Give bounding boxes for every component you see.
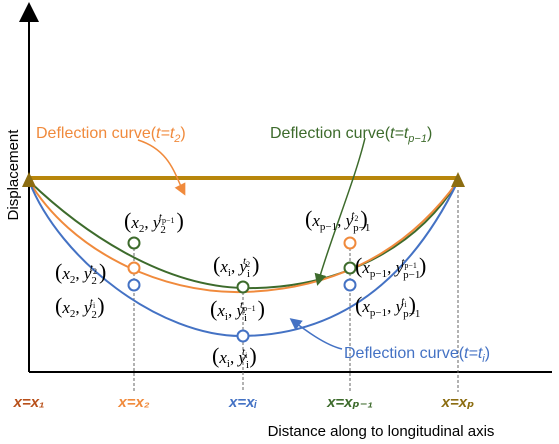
marker-xp1-t2	[343, 236, 357, 250]
coord-label-xi-ti: (xi, yiti)	[212, 343, 257, 371]
curve-label-tp1: Deflection curve(t=tp−1)	[270, 125, 432, 145]
x-axis-label: Distance along to longitudinal axis	[268, 423, 495, 440]
marker-xi-ti	[236, 329, 250, 343]
coord-text: (xp−1, yp−1t2)	[305, 206, 370, 234]
coord-label-xi-t2: (xi, yit2)	[213, 252, 259, 280]
support-right	[451, 172, 465, 187]
tick-xp: x=xₚ	[441, 394, 475, 411]
support-left	[22, 172, 36, 187]
tick-xi: x=xᵢ	[228, 394, 257, 411]
coord-text: (xi, yit2)	[213, 252, 259, 280]
coord-text: (xp−1, yp−1ti)	[355, 292, 420, 320]
marker-x2-ti	[127, 278, 141, 292]
coord-label-xp1-ti: (xp−1, yp−1ti)	[355, 292, 420, 320]
marker-xp1-tp1	[343, 261, 357, 275]
coord-label-xp1-tp1: (xp−1, yp−1tp−1)	[355, 253, 426, 281]
arrow-t2	[137, 139, 186, 196]
coord-text: (x2, y2ti)	[55, 293, 105, 321]
marker-xp1-ti	[343, 278, 357, 292]
curve-label-t2: Deflection curve(t=t2)	[36, 125, 186, 145]
coord-text: (xi, yitp−1)	[210, 296, 265, 324]
coord-label-xi-tp1: (xi, yitp−1)	[210, 296, 265, 324]
curve-label-ti: Deflection curve(t=ti)	[344, 345, 490, 365]
arrow-tp1	[314, 137, 366, 286]
marker-xi-tp1	[236, 280, 250, 294]
y-axis-label: Displacement	[5, 129, 22, 221]
coord-label-x2-t2: (x2, y2t2)	[55, 259, 106, 287]
marker-x2-t2	[127, 261, 141, 275]
coord-label-xp1-t2: (xp−1, yp−1t2)	[305, 206, 370, 234]
coord-label-x2-ti: (x2, y2ti)	[55, 293, 105, 321]
tick-xp1: x=xₚ₋₁	[326, 394, 373, 411]
arrow-ti	[289, 318, 343, 350]
marker-x2-tp1	[127, 236, 141, 250]
tick-x2: x=x₂	[117, 394, 149, 411]
coord-text: (xp−1, yp−1tp−1)	[355, 253, 426, 281]
tick-x1: x=x₁	[13, 394, 45, 411]
coord-text: (x2, y2tp−1)	[124, 208, 184, 236]
coord-text: (xi, yiti)	[212, 343, 257, 371]
coord-label-x2-tp1: (x2, y2tp−1)	[124, 208, 184, 236]
coord-text: (x2, y2t2)	[55, 259, 106, 287]
